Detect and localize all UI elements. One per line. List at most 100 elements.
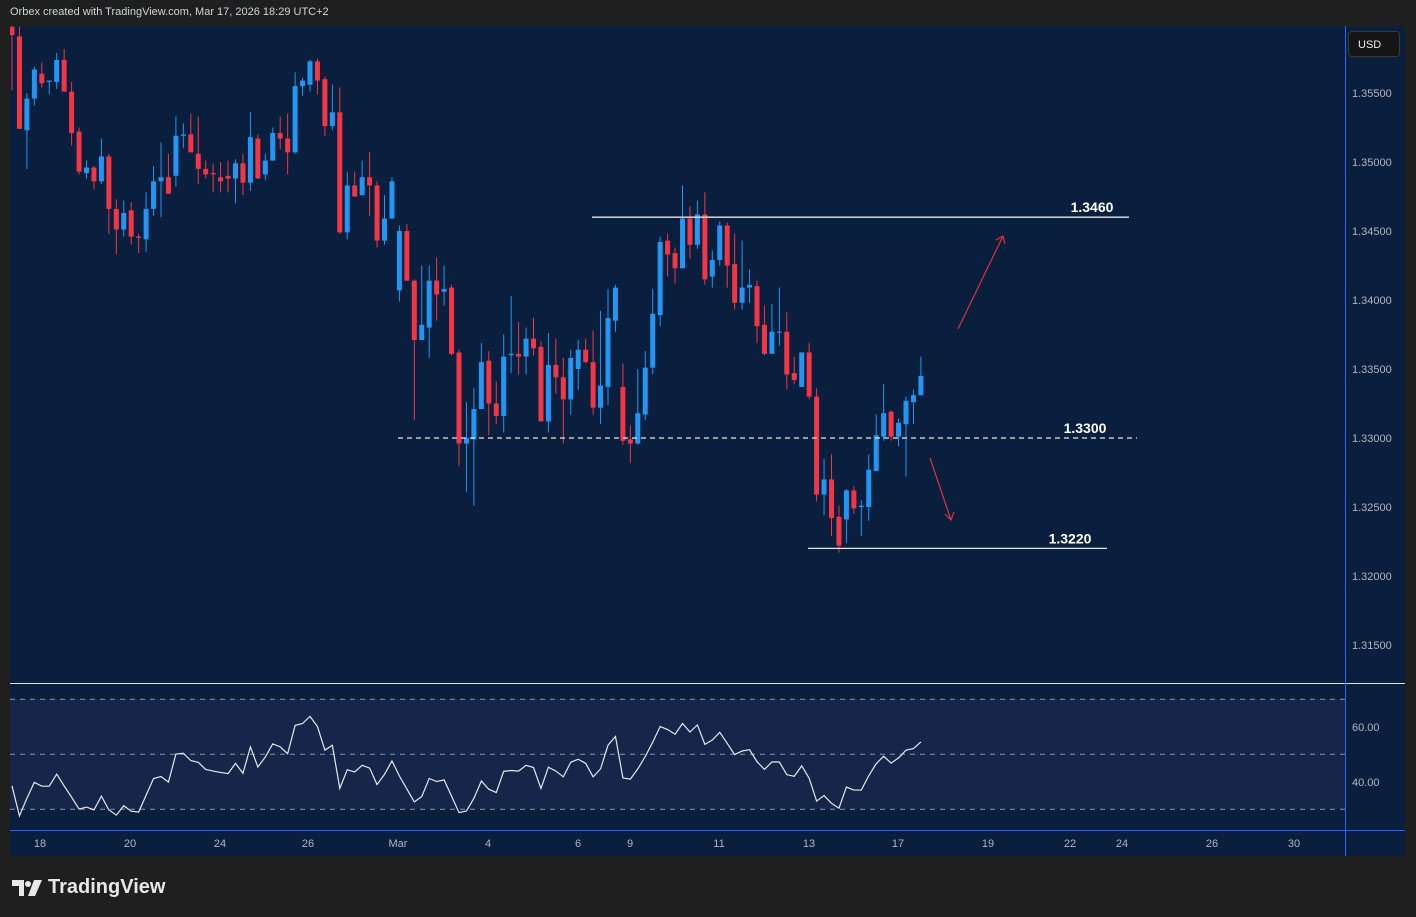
candle [300, 77, 306, 96]
candle-body [918, 375, 924, 396]
candle-body [627, 439, 633, 444]
candle-body [98, 156, 104, 182]
candle-body [352, 185, 358, 197]
candle [642, 351, 648, 421]
currency-button[interactable]: USD [1348, 31, 1400, 57]
candle-body [553, 364, 559, 378]
candle [106, 153, 112, 234]
candle-body [225, 175, 231, 179]
price-tick-label: 1.32500 [1352, 502, 1392, 514]
candle-body [277, 133, 283, 139]
candle-body [776, 331, 782, 333]
price-axis[interactable]: 1.35500 1.35000 1.34500 1.34000 1.33500 1.330… [1352, 88, 1392, 652]
time-tick-label: 13 [803, 838, 815, 850]
candle-body [24, 98, 30, 131]
candle-body [732, 264, 738, 303]
candle-body [240, 163, 246, 183]
candle-body [91, 167, 97, 182]
candle [247, 112, 253, 191]
candle [650, 288, 656, 375]
candle-body [46, 80, 52, 82]
candle [463, 402, 469, 492]
candle [739, 240, 745, 310]
candle-body [329, 112, 335, 127]
candle-body [881, 413, 887, 437]
candle-body [501, 356, 507, 416]
candle [799, 352, 805, 387]
time-tick-label: 20 [124, 838, 136, 850]
candle-body [441, 288, 447, 292]
candle-body [337, 112, 343, 233]
candle [873, 414, 879, 472]
candle-body [829, 479, 834, 519]
candle [471, 388, 477, 506]
candle-body [761, 324, 767, 354]
candle-body [61, 59, 67, 92]
time-tick-label: 26 [302, 838, 314, 850]
candle [382, 195, 387, 245]
candle [866, 454, 872, 521]
candle-body [836, 516, 842, 546]
candle [918, 356, 924, 396]
candle [292, 72, 298, 154]
candle-body [344, 185, 350, 233]
candle [277, 116, 283, 150]
candle-body [411, 280, 417, 341]
candle [374, 181, 380, 248]
candle [478, 342, 484, 410]
candle [501, 334, 507, 433]
candle-body [292, 86, 298, 153]
candle [903, 396, 909, 477]
candle [203, 160, 209, 179]
candle-body [523, 338, 529, 357]
candle [538, 341, 544, 422]
candles-layer [10, 26, 924, 553]
candle-body [54, 59, 60, 82]
candle [98, 138, 104, 185]
candle [776, 287, 782, 346]
candle [411, 279, 417, 421]
candle-body [687, 218, 693, 245]
candle-body [478, 362, 484, 410]
price-tick-label: 1.31500 [1352, 640, 1392, 652]
candle [560, 357, 566, 444]
candle [143, 192, 149, 252]
price-tick-label: 1.35500 [1352, 88, 1392, 100]
candle [441, 265, 447, 306]
candle-body [739, 287, 745, 303]
candle [709, 250, 715, 288]
time-tick-label: 22 [1064, 838, 1076, 850]
brand-name: TradingView [48, 876, 166, 898]
candle-body [203, 168, 209, 175]
time-tick-label: 6 [575, 838, 581, 850]
rsi-axis[interactable]: 60.00 40.00 [1352, 722, 1380, 789]
price-tick-label: 1.33500 [1352, 364, 1392, 376]
tradingview-logo[interactable]: TradingView [12, 876, 165, 899]
tradingview-logo-icon [12, 879, 42, 896]
candle [702, 192, 708, 285]
time-tick-label: 18 [34, 838, 46, 850]
level-label: 1.3460 [1071, 199, 1114, 215]
candle [39, 62, 45, 88]
time-axis[interactable]: 18 20 24 26 Mar 4 6 9 11 13 17 19 22 24 26 30 [34, 838, 1300, 850]
candle-body [665, 240, 671, 255]
candle-body [814, 396, 820, 495]
candle-body [106, 156, 112, 209]
time-tick-label: 24 [1116, 838, 1128, 850]
candle [188, 113, 194, 153]
candle [352, 171, 358, 197]
candle-body [16, 36, 22, 129]
candle-body [84, 167, 89, 174]
candle [113, 199, 119, 255]
candle [46, 80, 52, 95]
candle-body [314, 61, 320, 81]
candle-body [426, 280, 432, 328]
candle [627, 425, 633, 463]
candle-body [307, 61, 313, 85]
candle [76, 127, 82, 175]
candle-body [642, 367, 648, 415]
candle-body [583, 349, 589, 363]
candle-body [650, 313, 656, 368]
candle [575, 340, 581, 390]
